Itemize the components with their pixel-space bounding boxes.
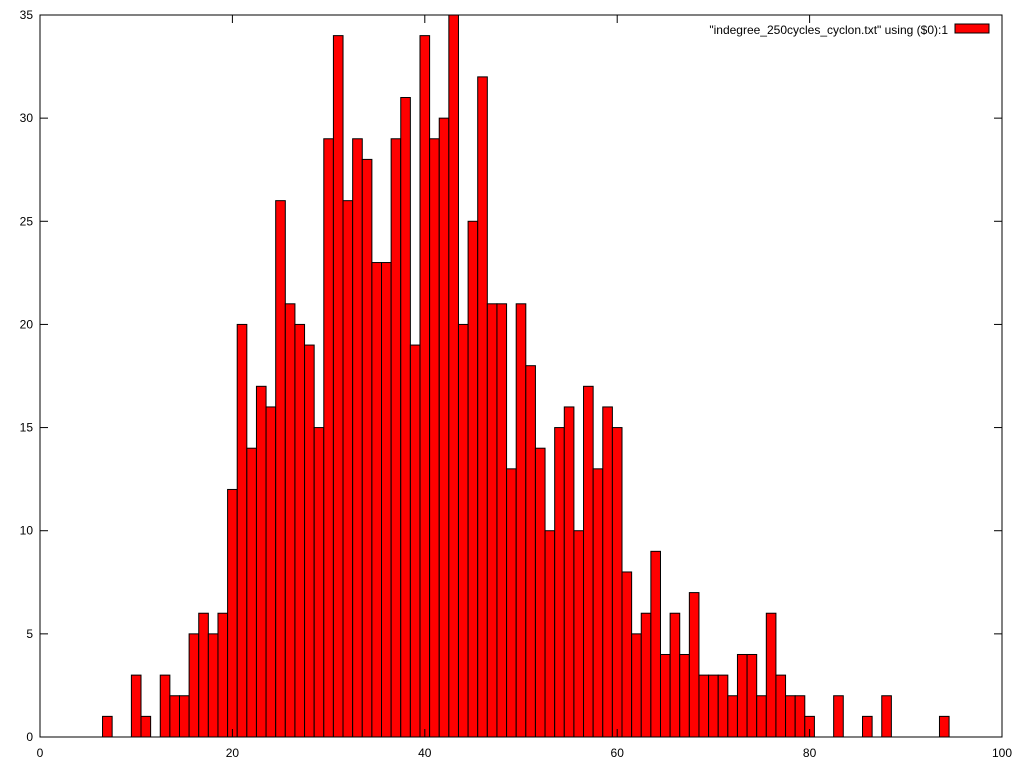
histogram-bar xyxy=(506,468,517,738)
histogram-bar xyxy=(217,612,229,738)
bar-group xyxy=(102,14,950,738)
histogram-bar xyxy=(130,674,142,738)
histogram-bar xyxy=(400,97,411,738)
histogram-bar xyxy=(246,447,257,738)
histogram-bar xyxy=(255,385,267,738)
histogram-bar xyxy=(467,220,479,738)
histogram-bar xyxy=(313,427,325,738)
histogram-bar xyxy=(679,653,690,738)
histogram-bar xyxy=(698,674,710,738)
histogram-bar xyxy=(332,35,344,738)
histogram-bar xyxy=(159,674,171,738)
histogram-bar xyxy=(207,633,219,738)
histogram-bar xyxy=(881,695,892,738)
histogram-bar xyxy=(438,117,450,738)
plot-frame xyxy=(39,14,1003,738)
y-tick-label: 30 xyxy=(20,111,34,125)
y-tick-label: 0 xyxy=(26,730,33,744)
y-tick-label: 15 xyxy=(20,421,34,435)
histogram-bar xyxy=(477,76,488,738)
histogram-bar xyxy=(169,695,180,738)
histogram-bar xyxy=(236,323,248,738)
histogram-bar xyxy=(381,262,392,738)
histogram-bar xyxy=(938,715,950,738)
x-tick-label: 60 xyxy=(611,746,625,760)
x-tick-label: 80 xyxy=(803,746,817,760)
histogram-bar xyxy=(496,303,508,738)
histogram-bar xyxy=(765,612,777,738)
y-tick-label: 35 xyxy=(20,8,34,22)
histogram-bar xyxy=(669,612,681,738)
histogram-bar xyxy=(304,344,315,738)
histogram-bar xyxy=(583,385,594,738)
y-tick-label: 10 xyxy=(20,524,34,538)
x-tick-label: 100 xyxy=(992,746,1012,760)
histogram-bar xyxy=(448,14,459,738)
histogram-bar xyxy=(727,695,738,738)
histogram-bar xyxy=(708,674,719,738)
histogram-bar xyxy=(659,653,671,738)
histogram-bar xyxy=(198,612,209,738)
legend-label: "indegree_250cycles_cyclon.txt" using ($… xyxy=(709,23,948,37)
histogram-bar xyxy=(390,138,402,738)
y-tick-label: 5 xyxy=(26,627,33,641)
histogram-bar xyxy=(544,530,556,738)
histogram-bar xyxy=(178,695,190,738)
histogram-bar xyxy=(746,653,758,738)
histogram-bar xyxy=(102,715,113,738)
histogram-bar xyxy=(227,488,238,738)
histogram-bar xyxy=(429,138,440,738)
histogram-bar xyxy=(188,633,200,738)
histogram-bar xyxy=(717,674,729,738)
histogram-bar xyxy=(756,695,767,738)
histogram-bar xyxy=(573,530,585,738)
x-tick-label: 0 xyxy=(37,746,44,760)
histogram-bar xyxy=(833,695,844,738)
histogram-bar xyxy=(534,447,546,738)
histogram-bar xyxy=(736,653,748,738)
histogram-bar xyxy=(361,158,373,738)
histogram-bar xyxy=(554,427,565,738)
x-tick-label: 20 xyxy=(226,746,240,760)
histogram-bar xyxy=(563,406,575,738)
histogram-bar xyxy=(640,612,652,738)
histogram-bar xyxy=(515,303,527,738)
histogram-bar xyxy=(409,344,421,738)
histogram-bar xyxy=(352,138,363,738)
histogram-bar xyxy=(284,303,296,738)
histogram-bar xyxy=(785,695,796,738)
histogram-bar xyxy=(775,674,787,738)
histogram-bar xyxy=(621,571,633,738)
histogram-bar xyxy=(486,303,498,738)
x-tick-label: 40 xyxy=(418,746,432,760)
histogram-bar xyxy=(371,262,383,738)
histogram-bar xyxy=(419,35,431,738)
histogram-bar xyxy=(294,323,306,738)
histogram-bar xyxy=(525,365,536,738)
histogram-bar xyxy=(602,406,613,738)
histogram-bar xyxy=(140,715,152,738)
y-tick-label: 20 xyxy=(20,317,34,331)
y-tick-label: 25 xyxy=(20,214,34,228)
histogram-bar xyxy=(631,633,642,738)
histogram-bar xyxy=(794,695,806,738)
histogram-bar xyxy=(342,200,354,738)
histogram-bar xyxy=(457,323,469,738)
histogram-bar xyxy=(592,468,604,738)
histogram-bar xyxy=(265,406,277,738)
histogram-bar xyxy=(688,592,700,738)
legend-swatch xyxy=(954,23,990,34)
histogram-bar xyxy=(275,200,286,738)
histogram-bar xyxy=(862,715,873,738)
histogram-bar xyxy=(611,427,623,738)
histogram-bar xyxy=(323,138,334,738)
axis-tick-labels: 0 20 40 60 80 100 0 5 10 15 20 25 30 35 xyxy=(20,8,1013,760)
histogram-bar xyxy=(650,550,661,738)
legend: "indegree_250cycles_cyclon.txt" using ($… xyxy=(709,23,990,37)
